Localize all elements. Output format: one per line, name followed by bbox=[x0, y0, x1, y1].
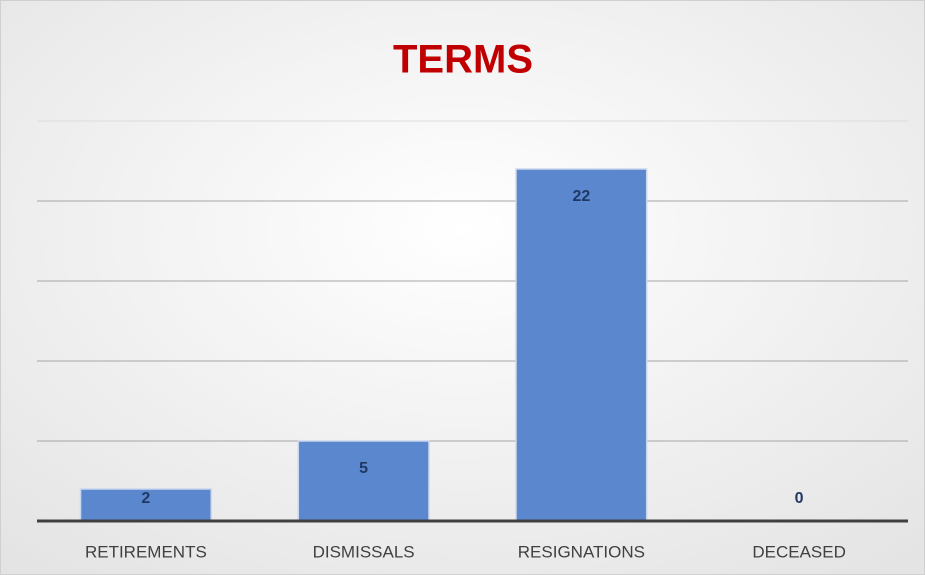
data-label: 0 bbox=[795, 490, 804, 507]
bar bbox=[297, 440, 430, 522]
data-label: 2 bbox=[141, 490, 150, 507]
x-tick-label: DISMISSALS bbox=[313, 542, 415, 561]
x-tick-label: RESIGNATIONS bbox=[518, 542, 645, 561]
chart-title: TERMS bbox=[393, 38, 533, 82]
x-tick-label: DECEASED bbox=[752, 542, 846, 561]
data-label: 22 bbox=[572, 188, 590, 205]
bar bbox=[515, 168, 648, 522]
data-label: 5 bbox=[359, 460, 368, 477]
x-tick-label: RETIREMENTS bbox=[85, 542, 207, 561]
